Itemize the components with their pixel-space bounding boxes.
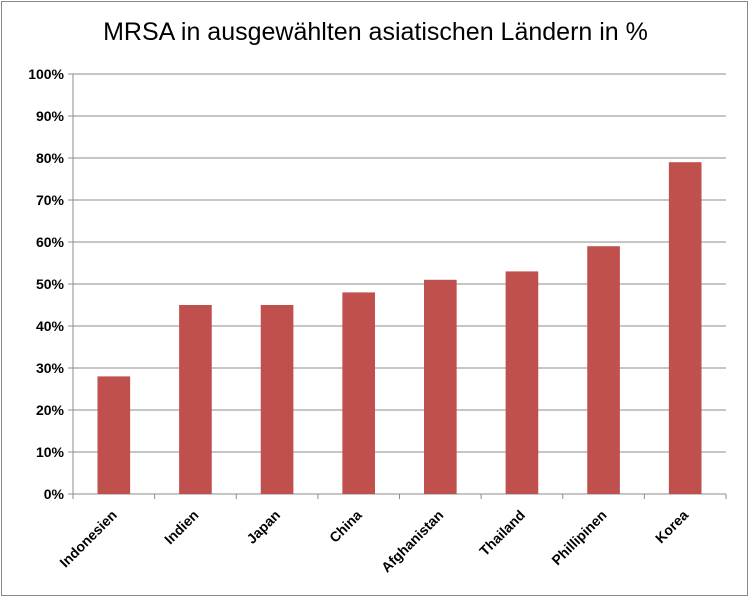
chart-title: MRSA in ausgewählten asiatischen Ländern… <box>103 18 648 46</box>
bar-china <box>342 292 376 494</box>
x-tick-label: Indien <box>161 507 201 547</box>
bar-indonesien <box>97 376 131 494</box>
y-tick-label: 10% <box>36 444 65 460</box>
x-tick-label: Indonesien <box>56 507 120 571</box>
y-tick-label: 70% <box>36 192 65 208</box>
bar-thailand <box>505 271 539 494</box>
bar-japan <box>260 305 294 494</box>
y-tick-label: 80% <box>36 150 65 166</box>
x-tick-label: China <box>326 507 365 546</box>
y-tick-label: 30% <box>36 360 65 376</box>
bar-phillipinen <box>587 246 620 494</box>
x-tick-label: Korea <box>652 507 692 547</box>
x-tick-label: Afghanistan <box>378 507 447 576</box>
y-axis: 0% 10% 20% 30% 40% 50% 60% 70% 80% 90% 100% <box>28 66 74 502</box>
x-tick-label: Japan <box>243 507 283 547</box>
bars <box>97 162 702 494</box>
x-tick-label: Thailand <box>476 507 528 559</box>
y-tick-label: 90% <box>36 108 65 124</box>
bar-indien <box>179 305 212 494</box>
y-tick-label: 100% <box>28 66 64 82</box>
y-tick-label: 50% <box>36 276 65 292</box>
y-tick-label: 0% <box>44 486 65 502</box>
bar-korea <box>668 162 702 494</box>
bar-afghanistan <box>423 279 457 494</box>
x-axis: Indonesien Indien Japan China Afghanistan Tha… <box>56 494 727 576</box>
y-tick-label: 60% <box>36 234 65 250</box>
x-tick-label: Phillipinen <box>548 507 609 568</box>
y-tick-label: 40% <box>36 318 65 334</box>
gridlines <box>73 73 726 495</box>
y-tick-label: 20% <box>36 402 65 418</box>
